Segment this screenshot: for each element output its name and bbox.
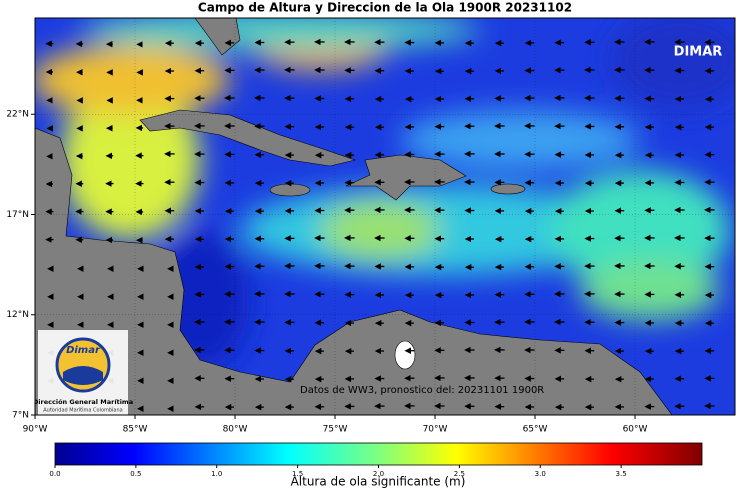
land <box>35 18 673 415</box>
colorbar-tick-label: 3.5 <box>616 470 627 478</box>
colorbar-tick-label: 3.0 <box>535 470 546 478</box>
logo-name: Dirección General Marítima <box>33 398 133 406</box>
logo-subtitle: Autoridad Marítima Colombiana <box>43 407 122 414</box>
y-tick-label: 22°N <box>6 110 29 120</box>
colorbar-label: Altura de ola significante (m) <box>291 475 466 489</box>
x-tick-label: 85°W <box>123 425 148 435</box>
wave-field <box>35 18 735 370</box>
y-tick-label: 17°N <box>6 210 29 220</box>
logo: Dimar Dirección General Marítima Autorid… <box>33 330 133 415</box>
title: Campo de Altura y Direccion de la Ola 19… <box>198 1 572 15</box>
x-tick-label: 90°W <box>23 425 48 435</box>
colorbar-tick-label: 2.5 <box>454 470 465 478</box>
watermark: DIMAR <box>674 45 723 60</box>
colorbar-tick-label: 2.0 <box>373 470 384 478</box>
wave-direction-arrows <box>45 38 715 412</box>
colorbar-tick-label: 0.0 <box>49 470 60 478</box>
map-area: DIMAR Datos de WW3, pronostico del: 2023… <box>33 18 735 415</box>
x-tick-label: 75°W <box>323 425 348 435</box>
colorbar-tick-label: 0.5 <box>130 470 141 478</box>
y-tick-label: 12°N <box>6 310 29 320</box>
x-tick-label: 65°W <box>523 425 548 435</box>
x-tick-label: 60°W <box>623 425 648 435</box>
source-note: Datos de WW3, pronostico del: 20231101 1… <box>300 385 544 396</box>
colorbar-tick-label: 1.5 <box>292 470 303 478</box>
colorbar <box>54 442 703 466</box>
x-tick-label: 80°W <box>223 425 248 435</box>
logo-brand: Dimar <box>66 345 101 356</box>
x-tick-label: 70°W <box>423 425 448 435</box>
colorbar-tick-label: 1.0 <box>211 470 222 478</box>
y-tick-label: 7°N <box>12 411 29 421</box>
